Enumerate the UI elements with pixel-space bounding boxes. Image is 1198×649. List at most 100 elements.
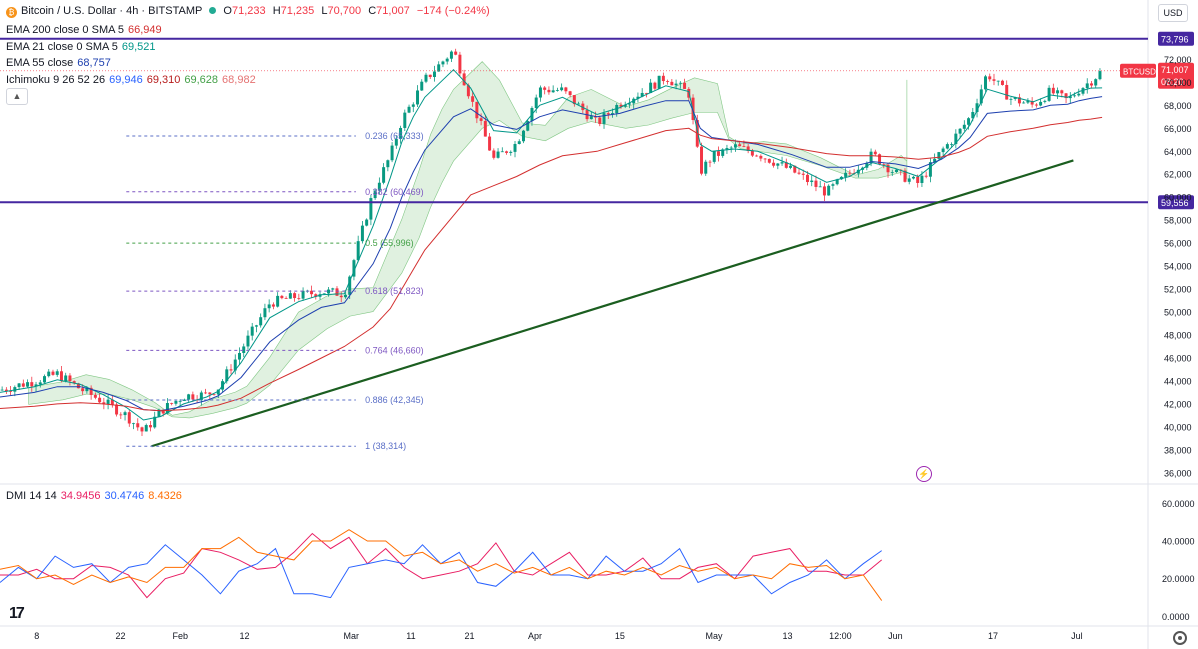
candle-body — [322, 293, 326, 295]
level-high-tag-bg — [1158, 31, 1194, 46]
settings-gear-icon[interactable] — [1173, 631, 1187, 645]
ichimoku-legend[interactable]: Ichimoku 9 26 52 26 69,946 69,310 69,628 68,… — [6, 74, 256, 86]
candle-body — [759, 155, 763, 159]
ema200-legend[interactable]: EMA 200 close 0 SMA 5 66,949 — [6, 24, 162, 36]
candle-body — [1000, 80, 1004, 85]
lightning-icon[interactable]: ⚡ — [916, 466, 932, 482]
candle-body — [390, 145, 394, 161]
candle-body — [958, 128, 962, 134]
candle-body — [640, 92, 644, 97]
candle-body — [259, 317, 263, 326]
candle-body — [670, 81, 674, 86]
candle-body — [373, 190, 377, 199]
candle-body — [161, 409, 165, 414]
candle-body — [64, 375, 68, 382]
candle-body — [623, 104, 627, 107]
candle-body — [700, 146, 704, 174]
candle-body — [352, 260, 356, 277]
candle-body — [284, 298, 288, 299]
candle-body — [1026, 100, 1030, 103]
candle-body — [962, 124, 966, 129]
candle-body — [568, 91, 572, 96]
dmi-legend[interactable]: DMI 14 14 34.9456 30.4746 8.4326 — [6, 490, 182, 502]
ema21-legend[interactable]: EMA 21 close 0 SMA 5 69,521 — [6, 41, 156, 53]
candle-body — [123, 412, 127, 416]
candle-body — [1009, 98, 1013, 100]
candle-body — [335, 288, 339, 296]
time-tick-label: Apr — [528, 631, 542, 641]
candle-body — [1056, 90, 1060, 94]
ema55-legend[interactable]: EMA 55 close 68,757 — [6, 57, 111, 69]
candle-body — [13, 387, 17, 392]
fib-level-label: 0.382 (60,469) — [365, 187, 424, 197]
candle-body — [21, 383, 25, 387]
tradingview-logo-icon[interactable]: 17 — [9, 605, 25, 622]
time-tick-label: 12:00 — [829, 631, 852, 641]
price-tick-label: 38,000 — [1164, 445, 1192, 455]
candle-body — [76, 383, 80, 389]
candle-body — [132, 423, 136, 425]
symbol-legend: ₿ Bitcoin / U.S. Dollar · 4h · BITSTAMP O… — [6, 4, 494, 18]
ema-line-ema200 — [0, 116, 1103, 412]
candle-body — [369, 198, 373, 220]
fib-level-label: 0.5 (55,996) — [365, 238, 414, 248]
candle-body — [98, 397, 102, 403]
candle-body — [492, 150, 496, 158]
fib-level-label: 1 (38,314) — [365, 441, 406, 451]
candle-body — [348, 276, 352, 295]
candle-body — [293, 293, 297, 299]
candle-body — [547, 89, 551, 93]
price-tick-label: 60,000 — [1164, 193, 1192, 203]
candle-body — [81, 388, 85, 392]
candle-body — [424, 74, 428, 82]
candle-body — [327, 289, 330, 294]
candle-body — [34, 384, 38, 387]
candle-body — [399, 127, 403, 139]
candle-body — [119, 414, 123, 416]
candle-body — [250, 326, 254, 336]
candle-body — [1017, 97, 1021, 104]
price-tick-label: 64,000 — [1164, 147, 1192, 157]
candle-body — [971, 112, 975, 119]
candle-body — [204, 392, 208, 394]
candle-body — [479, 118, 483, 121]
collapse-legend-button[interactable]: ▲ — [6, 88, 28, 105]
candle-body — [1077, 93, 1081, 96]
candle-body — [403, 112, 407, 128]
candle-body — [661, 75, 665, 82]
candle-body — [187, 394, 191, 400]
currency-button[interactable]: USD — [1158, 4, 1188, 22]
symbol-title: Bitcoin / U.S. Dollar · 4h · BITSTAMP — [21, 5, 203, 17]
candle-body — [577, 103, 581, 105]
candle-body — [441, 61, 445, 65]
candle-body — [890, 172, 894, 173]
candle-body — [733, 144, 737, 148]
candle-body — [1085, 83, 1089, 89]
candle-body — [810, 180, 814, 183]
candle-body — [716, 151, 720, 156]
candle-body — [793, 165, 797, 173]
candle-body — [882, 164, 886, 166]
candle-body — [649, 82, 653, 94]
candle-body — [339, 295, 343, 298]
candle-body — [420, 81, 424, 91]
candle-body — [848, 172, 852, 174]
candle-body — [653, 82, 657, 89]
candle-body — [377, 182, 381, 191]
symbol-tag: BTCUSD — [1123, 67, 1156, 76]
candle-body — [742, 146, 746, 148]
candle-body — [1013, 97, 1017, 99]
time-tick-label: 11 — [406, 631, 415, 641]
last-price-tag-bg — [1158, 62, 1194, 89]
candle-body — [683, 82, 687, 89]
candle-body — [797, 172, 801, 174]
candle-body — [89, 387, 93, 395]
candle-body — [276, 295, 280, 307]
candle-body — [1039, 101, 1043, 106]
candle-body — [382, 167, 386, 183]
candle-body — [1051, 87, 1055, 94]
candle-body — [911, 176, 915, 179]
candle-body — [984, 76, 988, 90]
time-tick-label: Mar — [344, 631, 360, 641]
